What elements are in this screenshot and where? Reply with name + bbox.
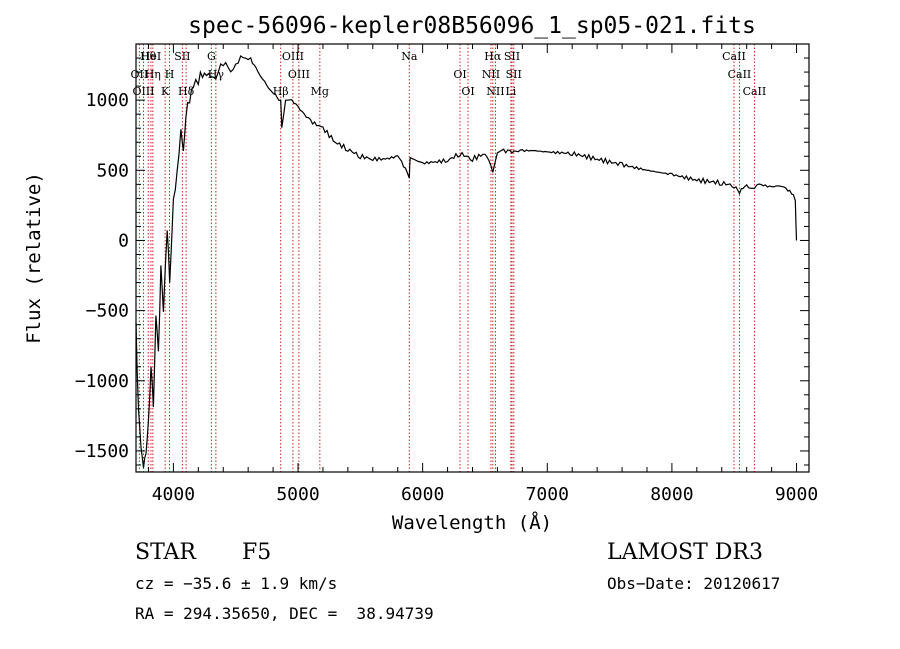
coordinates: RA = 294.35650, DEC = 38.94739 [135,604,434,623]
y-tick-label--1000: −1000 [75,371,129,392]
y-tick-label--500: −500 [86,301,129,322]
x-tick-label-8000: 8000 [650,484,693,505]
chart-title: spec-56096-kepler08B56096_1_sp05-021.fit… [188,13,756,39]
y-axis: −1500 −1000 −500 0 500 1000 [75,57,809,466]
marker-label-9: G [207,50,216,63]
marker-label-11: Hβ [273,85,289,98]
marker-label-2: OIII [132,85,154,98]
marker-label-21: SII [504,50,520,63]
marker-label-5: K [161,85,170,98]
y-tick-label-1000: 1000 [86,90,129,111]
spectrum-chart: spec-56096-kepler08B56096_1_sp05-021.fit… [23,13,818,534]
y-tick-label-500: 500 [96,160,129,181]
observation-date: Obs−Date: 20120617 [607,574,781,593]
spectrum-line [135,54,798,469]
marker-label-15: Na [401,50,418,63]
marker-label-25: CaII [728,68,752,81]
marker-label-7: H [165,68,175,81]
y-tick-label-0: 0 [118,230,129,251]
marker-label-6: SII [174,50,190,63]
marker-label-3: HeI [141,50,161,63]
marker-label-4: Hη [145,68,161,81]
redshift-value: cz = −35.6 ± 1.9 km/s [135,574,338,593]
x-tick-label-6000: 6000 [401,484,444,505]
x-tick-label-7000: 7000 [526,484,569,505]
marker-label-26: CaII [743,85,767,98]
marker-labels: HθOIIOIIIHeIHηKSIIHHδGHγHβOIIIOIIIMgNaOI… [131,50,767,98]
marker-label-13: OIII [288,68,310,81]
marker-label-10: Hγ [208,68,225,81]
spectral-subclass: F5 [242,540,272,565]
marker-label-18: Hα [484,50,502,63]
y-tick-label--1500: −1500 [75,441,129,462]
marker-label-1: OII [131,68,149,81]
marker-label-22: SII [506,68,522,81]
marker-label-16: OI [453,68,466,81]
marker-label-17: OI [461,85,474,98]
marker-label-0: Hθ [140,50,157,63]
marker-label-20: NII [486,85,504,98]
x-tick-label-4000: 4000 [152,484,195,505]
marker-label-8: Hδ [178,85,195,98]
x-tick-label-9000: 9000 [775,484,818,505]
x-axis: 4000 5000 6000 7000 8000 9000 [147,44,818,505]
object-type: STAR [135,540,196,565]
marker-label-19: NII [482,68,500,81]
y-axis-label: Flux (relative) [23,172,45,344]
marker-label-24: CaII [722,50,746,63]
survey-name: LAMOST DR3 [607,540,763,565]
x-tick-label-5000: 5000 [276,484,319,505]
marker-label-12: OIII [282,50,304,63]
plot-frame [135,43,810,473]
spectral-line-markers [138,44,755,472]
marker-label-14: Mg [311,85,329,98]
marker-label-23: Li [505,85,516,98]
x-axis-label: Wavelength (Å) [392,511,552,534]
